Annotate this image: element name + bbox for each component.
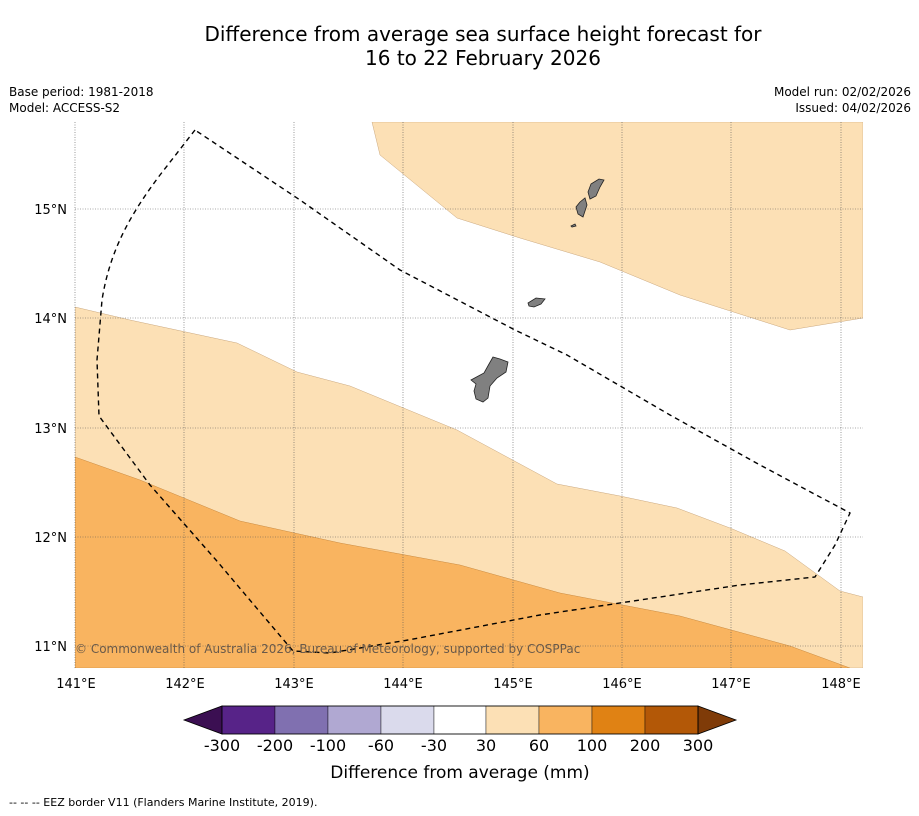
lat-tick-label: 12°N — [34, 531, 67, 546]
colorbar-tick-label: -60 — [368, 736, 394, 755]
map-area — [75, 122, 863, 668]
colorbar-extend-right — [697, 705, 738, 735]
colorbar-segment — [644, 705, 699, 735]
base-period: Base period: 1981-2018 — [9, 85, 154, 99]
colorbar: -300 -200 -100 -60 -30 30 60 100 200 300… — [182, 705, 738, 783]
land-masses — [470, 178, 605, 403]
lat-tick-label: 13°N — [34, 422, 67, 437]
colorbar-tick-label: 300 — [683, 736, 714, 755]
title-line-2: 16 to 22 February 2026 — [365, 46, 601, 70]
lon-tick-label: 141°E — [56, 677, 96, 692]
colorbar-segment — [327, 705, 382, 735]
island-aguijan — [570, 223, 577, 228]
colorbar-segment — [485, 705, 540, 735]
colorbar-tick-label: 30 — [476, 736, 496, 755]
meta-right: Model run: 02/02/2026 Issued: 04/02/2026 — [774, 84, 911, 116]
title-line-1: Difference from average sea surface heig… — [204, 22, 762, 46]
model-run: Model run: 02/02/2026 — [773, 85, 911, 99]
lon-tick-label: 146°E — [602, 677, 642, 692]
colorbar-segment — [274, 705, 329, 735]
colorbar-segment — [433, 705, 487, 735]
lat-tick-label: 11°N — [34, 640, 67, 655]
lon-tick-label: 144°E — [383, 677, 423, 692]
colorbar-frame — [221, 705, 699, 735]
meta-left: Base period: 1981-2018 Model: ACCESS-S2 — [9, 84, 154, 116]
issued-date: Issued: 04/02/2026 — [795, 101, 911, 115]
colorbar-segment — [221, 705, 276, 735]
island-guam — [470, 356, 509, 403]
colorbar-tick-label: -300 — [204, 736, 240, 755]
island-tinian — [575, 197, 588, 218]
lon-tick-label: 145°E — [493, 677, 533, 692]
colorbar-tick-label: 60 — [529, 736, 549, 755]
lat-tick-labels: 11°N 12°N 13°N 14°N 15°N — [34, 203, 67, 655]
colorbar-tick-label: 200 — [630, 736, 661, 755]
colorbar-tick-label: -30 — [421, 736, 447, 755]
eez-border — [96, 129, 851, 654]
colorbar-tick-label: -200 — [257, 736, 293, 755]
colorbar-extend-left — [182, 705, 223, 735]
colorbar-tick-label: -100 — [310, 736, 346, 755]
map-gridlines — [74, 122, 863, 668]
lon-tick-label: 148°E — [821, 677, 861, 692]
lon-tick-label: 147°E — [711, 677, 751, 692]
colorbar-segment — [380, 705, 435, 735]
chart-title: Difference from average sea surface heig… — [0, 22, 919, 70]
lon-tick-labels: 141°E 142°E 143°E 144°E 145°E 146°E 147°… — [56, 677, 861, 692]
eez-footnote: -- -- -- EEZ border V11 (Flanders Marine… — [9, 796, 318, 809]
colorbar-title: Difference from average (mm) — [330, 763, 589, 783]
anomaly-region-60-100 — [75, 456, 851, 668]
colorbar-segment — [591, 705, 646, 735]
lat-tick-label: 15°N — [34, 203, 67, 218]
lon-tick-label: 142°E — [165, 677, 205, 692]
colorbar-segment — [538, 705, 593, 735]
island-rota — [527, 297, 546, 308]
lon-tick-label: 143°E — [274, 677, 314, 692]
model-name: Model: ACCESS-S2 — [9, 101, 121, 115]
copyright-text: © Commonwealth of Australia 2026, Bureau… — [75, 642, 580, 656]
colorbar-tick-label: 100 — [577, 736, 608, 755]
anomaly-region-30-60-north — [371, 122, 863, 331]
lat-tick-label: 14°N — [34, 312, 67, 327]
island-saipan — [587, 178, 605, 200]
